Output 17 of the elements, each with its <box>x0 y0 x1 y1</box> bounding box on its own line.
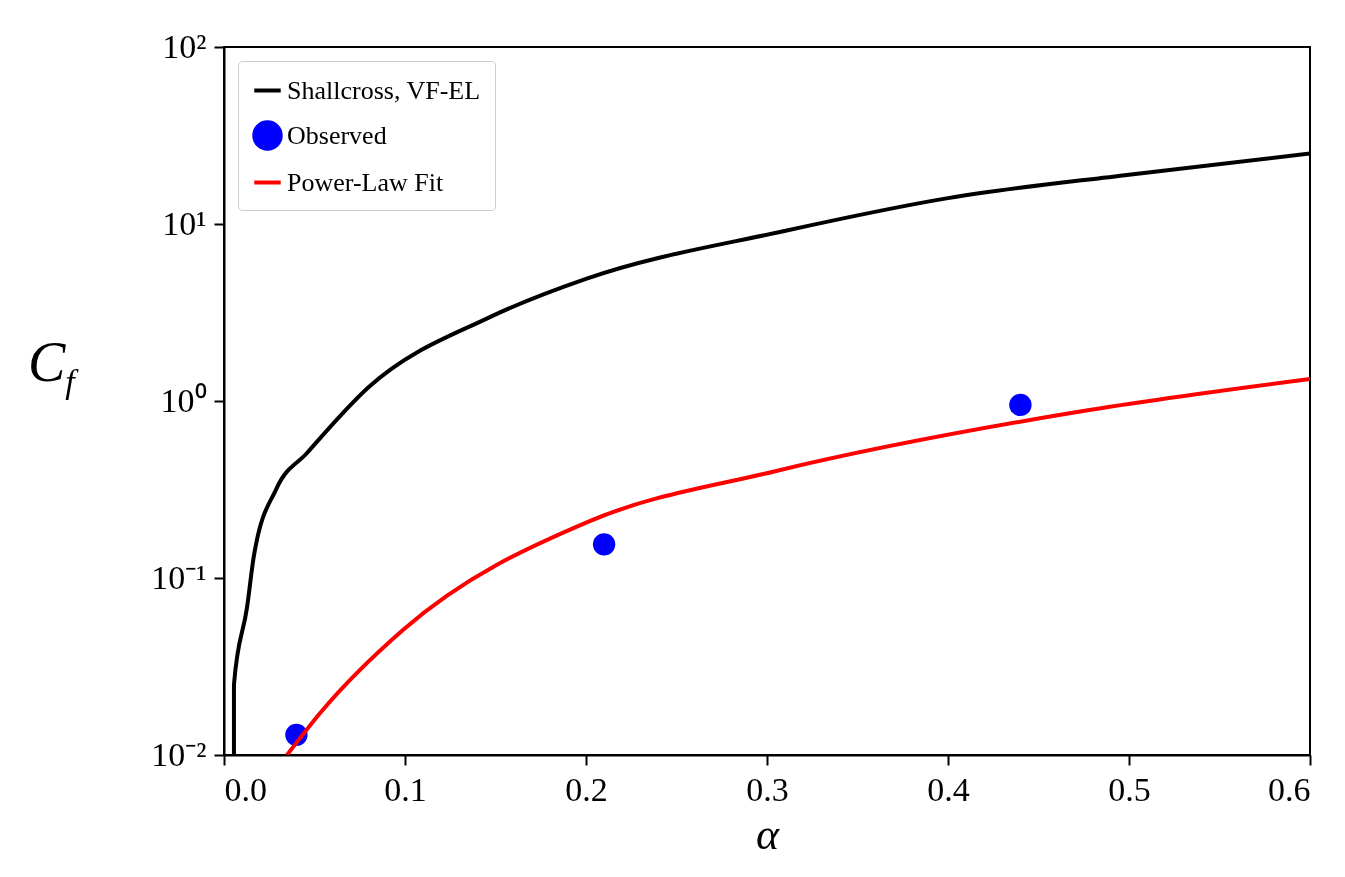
x-tick-label: 0.1 <box>384 770 427 808</box>
y-tick-label: 10² <box>162 27 207 65</box>
y-tick-label: 10⁻² <box>151 735 207 773</box>
x-tick-label: 0.6 <box>1268 770 1311 808</box>
y-tick-label: 10¹ <box>162 204 207 242</box>
legend-label: Shallcross, VF-EL <box>287 75 481 105</box>
legend-label: Power-Law Fit <box>287 167 444 197</box>
legend-label: Observed <box>287 120 387 150</box>
x-tick-label: 0.2 <box>565 770 608 808</box>
y-tick-label: 10⁻¹ <box>151 558 207 596</box>
x-tick-label: 0.4 <box>927 770 970 808</box>
x-tick-label: 0.3 <box>746 770 789 808</box>
x-tick-label: 0.5 <box>1108 770 1151 808</box>
y-tick-label: 10⁰ <box>160 381 207 419</box>
line-series <box>284 377 1310 755</box>
x-axis-title: α <box>755 809 780 859</box>
x-tick-label: 0.0 <box>224 770 267 808</box>
